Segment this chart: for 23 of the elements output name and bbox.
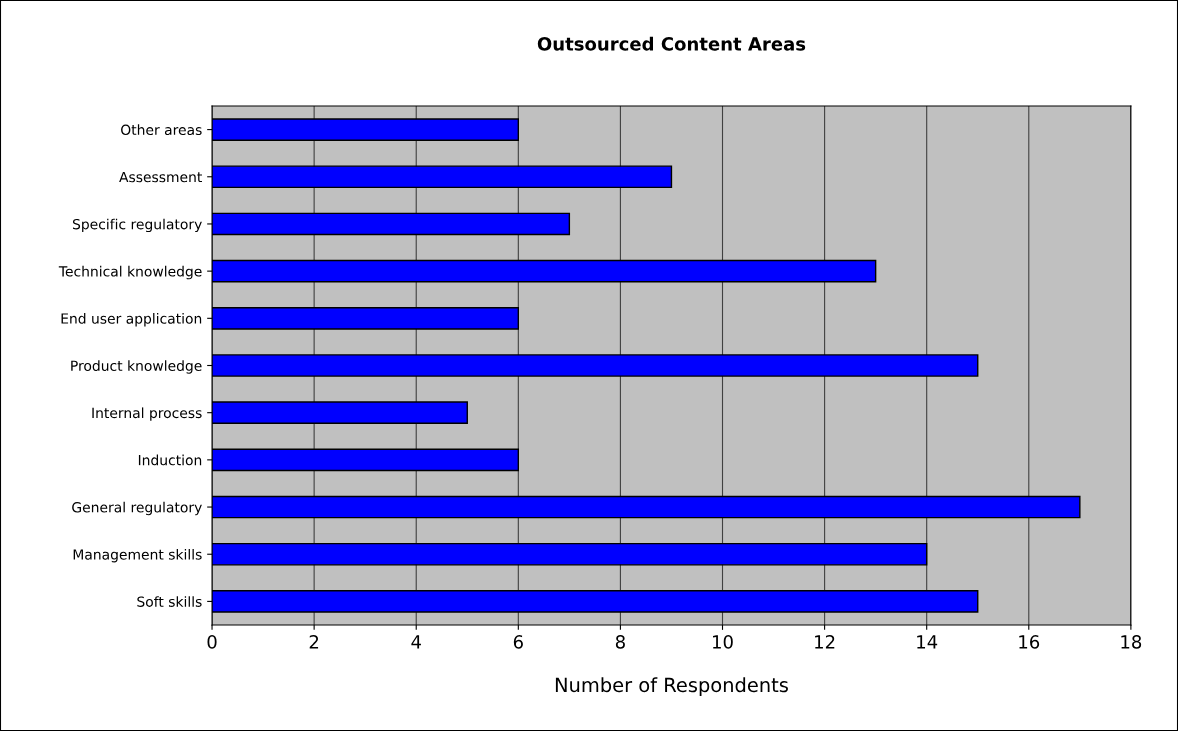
y-tick-label: General regulatory — [72, 501, 202, 516]
x-tick-label: 4 — [411, 635, 421, 649]
x-tick-label: 12 — [815, 635, 835, 649]
y-tick-label: Other areas — [121, 124, 202, 136]
y-tick-label: Product knowledge — [71, 360, 202, 374]
x-tick-label: 14 — [917, 635, 938, 649]
x-tick-label: 6 — [513, 635, 523, 649]
x-tick-label: 0 — [207, 635, 217, 649]
y-tick-label: Induction — [138, 454, 202, 466]
x-tick-label: 2 — [309, 635, 319, 649]
y-tick-label: Management skills — [73, 548, 202, 563]
y-tick-label: Specific regulatory — [72, 218, 202, 233]
y-tick-label: Assessment — [119, 171, 202, 183]
x-tick-label: 8 — [615, 635, 625, 649]
y-tick-label: Technical knowledge — [58, 265, 202, 280]
x-tick-label: 10 — [713, 635, 733, 649]
y-tick-label: End user application — [61, 313, 202, 327]
x-tick-label: 16 — [1019, 635, 1040, 649]
y-tick-label: Internal process — [92, 407, 202, 421]
y-tick-label: Soft skills — [137, 596, 202, 607]
chart-title: Outsourced Content Areas — [537, 36, 806, 51]
x-tick-label: 18 — [1121, 635, 1142, 649]
x-axis-title: Number of Respondents — [555, 677, 788, 697]
